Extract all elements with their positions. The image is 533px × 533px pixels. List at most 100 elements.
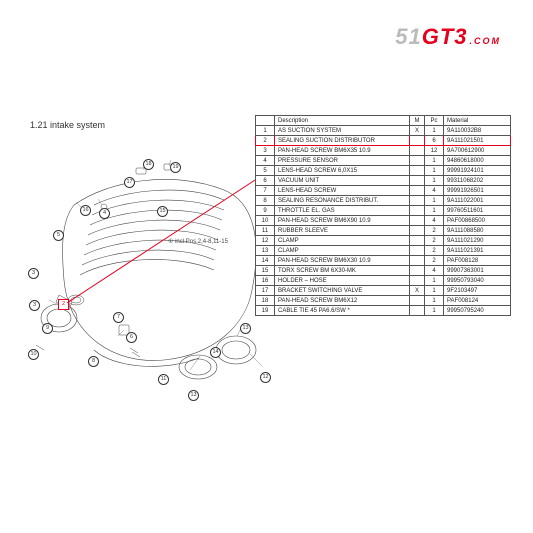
table-cell: 99991926501 <box>444 186 511 196</box>
table-row: 6VACUUM UNIT199311068202 <box>256 176 511 186</box>
table-cell: 99950795240 <box>444 306 511 316</box>
table-cell: LENS-HEAD SCREW <box>275 186 410 196</box>
table-row: 17BRACKET SWITCHING VALVEX19F2103497 <box>256 286 511 296</box>
table-row: 19CABLE TIE 45 PA6.6/SW *199950795240 <box>256 306 511 316</box>
table-cell: X <box>410 286 425 296</box>
note-symbol: ① <box>168 239 173 245</box>
table-row: 5LENS-HEAD SCREW 6,0X15199991924101 <box>256 166 511 176</box>
callout-number: 11 <box>158 374 169 385</box>
table-cell: 1 <box>425 156 444 166</box>
table-cell: 11 <box>256 226 275 236</box>
col-m: M <box>410 116 425 126</box>
callout-number: 13 <box>240 323 251 334</box>
table-cell: 12 <box>256 236 275 246</box>
table-row: 18PAN-HEAD SCREW BM6X121PAF008124 <box>256 296 511 306</box>
table-cell: 1 <box>425 296 444 306</box>
table-cell: 1 <box>256 126 275 136</box>
manifold-svg <box>14 150 294 410</box>
callout-number: 3 <box>29 300 40 311</box>
table-row: 8SEALING RESONANCE DISTRIBUT.19A11102200… <box>256 196 511 206</box>
table-cell: 4 <box>425 186 444 196</box>
col-material: Material <box>444 116 511 126</box>
table-cell: BRACKET SWITCHING VALVE <box>275 286 410 296</box>
table-cell: 4 <box>256 156 275 166</box>
table-cell <box>410 186 425 196</box>
logo-prefix: 51 <box>395 24 421 50</box>
table-cell: VACUUM UNIT <box>275 176 410 186</box>
table-cell: 7 <box>256 186 275 196</box>
callout-number: 10 <box>28 349 39 360</box>
table-cell: 99991924101 <box>444 166 511 176</box>
table-cell: 2 <box>425 256 444 266</box>
table-cell: 2 <box>425 246 444 256</box>
table-cell <box>410 146 425 156</box>
table-cell: PRESSURE SENSOR <box>275 156 410 166</box>
callout-number: 15 <box>157 206 168 217</box>
table-row: 7LENS-HEAD SCREW 499991926501 <box>256 186 511 196</box>
table-cell: 9A110032B8 <box>444 126 511 136</box>
table-cell: PAF008128 <box>444 256 511 266</box>
table-cell: 94860618000 <box>444 156 511 166</box>
table-cell: 1 <box>425 206 444 216</box>
callout-number: 18 <box>143 159 154 170</box>
table-cell: 16 <box>256 276 275 286</box>
section-title: 1.21 intake system <box>30 120 105 130</box>
table-row: 12CLAMP29A111021290 <box>256 236 511 246</box>
table-cell <box>410 266 425 276</box>
table-cell: HOLDER – HOSE <box>275 276 410 286</box>
table-row: 10PAN-HEAD SCREW BM6X90 10.94PAF00868500 <box>256 216 511 226</box>
table-cell: 9F2103497 <box>444 286 511 296</box>
table-cell: 1 <box>425 276 444 286</box>
callout-number: 6 <box>126 332 137 343</box>
callout-number: 3 <box>28 268 39 279</box>
table-cell <box>410 136 425 146</box>
table-cell: LENS-HEAD SCREW 6,0X15 <box>275 166 410 176</box>
table-cell <box>410 246 425 256</box>
table-cell <box>410 206 425 216</box>
callout-number: 17 <box>124 177 135 188</box>
callout-number: 16 <box>80 205 91 216</box>
table-cell: 4 <box>425 216 444 226</box>
table-row: 2SEALING SUCTION DISTRIBUTOR69A111021501 <box>256 136 511 146</box>
table-cell <box>410 216 425 226</box>
table-row: 3PAN-HEAD SCREW BM6X35 10.9129A700612900 <box>256 146 511 156</box>
table-cell: 18 <box>256 296 275 306</box>
intake-diagram <box>14 150 294 410</box>
table-cell: 4 <box>425 266 444 276</box>
callout-number: 13 <box>188 390 199 401</box>
table-row: 11RUBBER SLEEVE29A111088580 <box>256 226 511 236</box>
col-pc: Pc <box>425 116 444 126</box>
table-cell: 1 <box>425 126 444 136</box>
note-text: incl.Pos.2,4-8,11-15 <box>175 239 228 245</box>
table-cell: 10 <box>256 216 275 226</box>
table-cell <box>410 196 425 206</box>
table-cell: 15 <box>256 266 275 276</box>
table-row: 9THROTTLE EL. GAS199760511601 <box>256 206 511 216</box>
table-cell: CABLE TIE 45 PA6.6/SW * <box>275 306 410 316</box>
table-row: 13CLAMP29A111021391 <box>256 246 511 256</box>
table-row: 16HOLDER – HOSE 199950793040 <box>256 276 511 286</box>
callout-number: 7 <box>113 312 124 323</box>
inclusive-pos-note: ① incl.Pos.2,4-8,11-15 <box>168 238 228 245</box>
table-cell: 1 <box>425 286 444 296</box>
table-cell: 9A111022001 <box>444 196 511 206</box>
table-header-row: Description M Pc Material <box>256 116 511 126</box>
table-cell: 6 <box>425 136 444 146</box>
callout-number: 14 <box>210 347 221 358</box>
brand-logo: 51GT3.COM <box>395 24 501 50</box>
table-cell: 19 <box>256 306 275 316</box>
table-cell: 2 <box>425 236 444 246</box>
table-cell: 14 <box>256 256 275 266</box>
table-cell: 99950793040 <box>444 276 511 286</box>
table-cell: PAF00868500 <box>444 216 511 226</box>
table-cell: THROTTLE EL. GAS <box>275 206 410 216</box>
table-cell: 2 <box>425 226 444 236</box>
table-cell <box>410 276 425 286</box>
table-cell: 9A111088580 <box>444 226 511 236</box>
table-cell: 17 <box>256 286 275 296</box>
table-cell: 12 <box>425 146 444 156</box>
table-cell: 13 <box>256 246 275 256</box>
table-row: 14PAN-HEAD SCREW BM6X30 10.92PAF008128 <box>256 256 511 266</box>
table-cell <box>410 236 425 246</box>
callout-number: 4 <box>99 208 110 219</box>
